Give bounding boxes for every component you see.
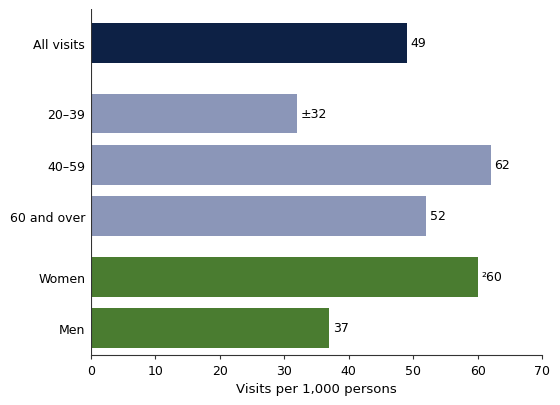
Text: ²60: ²60	[482, 271, 502, 284]
Text: 52: 52	[430, 210, 446, 223]
Bar	[91, 257, 478, 297]
Bar	[91, 145, 491, 185]
Text: ±32: ±32	[301, 108, 328, 121]
Bar	[91, 94, 297, 134]
Bar	[91, 24, 407, 64]
Text: 49: 49	[410, 37, 426, 50]
Bar	[91, 196, 426, 236]
Bar	[91, 308, 329, 348]
Text: 62: 62	[494, 159, 510, 172]
X-axis label: Visits per 1,000 persons: Visits per 1,000 persons	[236, 382, 397, 395]
Text: 37: 37	[333, 322, 349, 335]
